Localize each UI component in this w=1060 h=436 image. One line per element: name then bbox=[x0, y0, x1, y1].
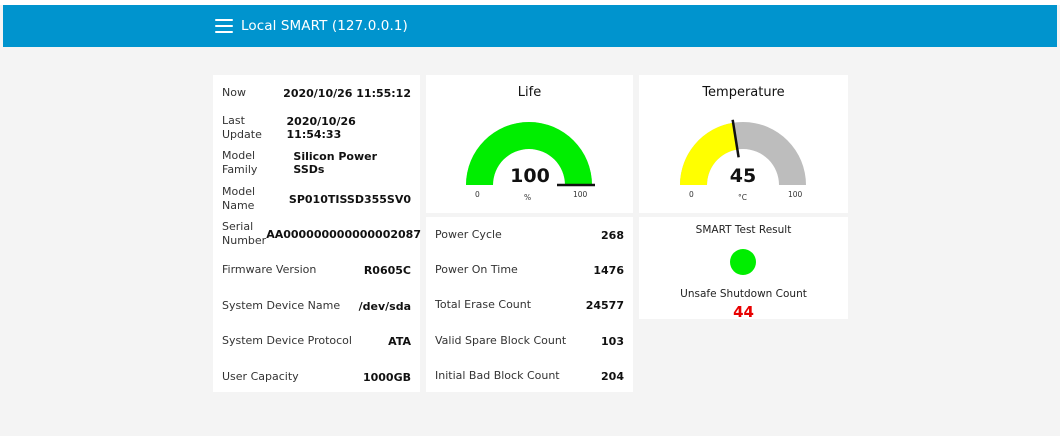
temperature-gauge-fill bbox=[680, 122, 738, 185]
life-gauge-fill bbox=[466, 121, 592, 185]
info-label: Serial Number bbox=[222, 220, 267, 247]
counter-value: 24577 bbox=[585, 298, 624, 312]
info-row-device-name: System Device Name /dev/sda bbox=[213, 288, 420, 324]
info-value: ATA bbox=[388, 334, 411, 348]
temperature-gauge bbox=[680, 119, 806, 185]
counter-label: Power On Time bbox=[435, 263, 518, 276]
counter-label: Total Erase Count bbox=[435, 298, 532, 311]
temperature-gauge-value: 45 bbox=[729, 165, 757, 187]
life-gauge bbox=[466, 121, 595, 187]
info-value: 2020/10/26 11:54:33 bbox=[286, 115, 356, 141]
smart-status-card: SMART Test Result Unsafe Shutdown Count … bbox=[639, 217, 848, 321]
info-row-last-update: Last Update 2020/10/26 11:54:33 bbox=[213, 110, 420, 146]
info-row-serial-number: Serial Number AA000000000000002087 bbox=[213, 216, 421, 252]
life-gauge-title: Life bbox=[517, 85, 542, 100]
temperature-gauge-unit: °C bbox=[738, 193, 747, 202]
counter-row-valid-spare-block: Valid Spare Block Count 103 bbox=[426, 323, 633, 359]
unsafe-shutdown-label: Unsafe Shutdown Count bbox=[680, 288, 807, 300]
info-label: Last Update bbox=[222, 114, 262, 141]
info-value: /dev/sda bbox=[358, 299, 411, 313]
counter-label: Power Cycle bbox=[435, 228, 502, 241]
counter-label: Valid Spare Block Count bbox=[435, 334, 567, 347]
info-row-model-family: Model Family Silicon Power SSDs bbox=[213, 145, 420, 181]
info-row-model-name: Model Name SP010TISSD355SV0 bbox=[213, 181, 420, 217]
counter-value: 204 bbox=[601, 369, 624, 383]
counter-row-power-on-time: Power On Time 1476 bbox=[426, 252, 633, 288]
info-value: SP010TISSD355SV0 bbox=[288, 192, 411, 206]
life-gauge-unit: % bbox=[524, 193, 532, 202]
temperature-gauge-max: 100 bbox=[788, 190, 803, 199]
info-label: Model Name bbox=[222, 185, 256, 212]
info-row-device-protocol: System Device Protocol ATA bbox=[213, 323, 420, 359]
life-gauge-max: 100 bbox=[573, 190, 588, 199]
info-value: AA000000000000002087 bbox=[266, 227, 421, 241]
counter-value: 1476 bbox=[593, 263, 624, 277]
top-strip bbox=[0, 0, 1060, 5]
smart-status-led bbox=[730, 249, 756, 275]
counter-value: 268 bbox=[601, 228, 624, 242]
life-gauge-min: 0 bbox=[475, 190, 480, 199]
counter-row-initial-bad-block: Initial Bad Block Count 204 bbox=[426, 358, 633, 394]
counters-card: Power Cycle 268 Power On Time 1476 Total… bbox=[426, 217, 633, 392]
info-row-user-capacity: User Capacity 1000GB bbox=[213, 359, 420, 395]
info-label: Now bbox=[222, 86, 246, 99]
smart-test-label: SMART Test Result bbox=[695, 224, 792, 236]
info-value: 1000GB bbox=[362, 370, 411, 384]
temperature-gauge-needle bbox=[731, 119, 740, 158]
info-value: R0605C bbox=[363, 263, 411, 277]
app-toolbar: Local SMART (127.0.0.1) bbox=[3, 5, 1057, 47]
info-label: User Capacity bbox=[222, 370, 299, 383]
counter-row-total-erase-count: Total Erase Count 24577 bbox=[426, 287, 633, 323]
counter-label: Initial Bad Block Count bbox=[435, 369, 560, 382]
temperature-gauge-title: Temperature bbox=[702, 85, 785, 100]
info-label: Model Family bbox=[222, 149, 258, 176]
life-gauge-card: Life 100 % 0 100 bbox=[426, 75, 633, 213]
unsafe-shutdown-value: 44 bbox=[733, 303, 754, 321]
device-info-card: Now 2020/10/26 11:55:12 Last Update 2020… bbox=[213, 75, 421, 395]
info-value: 2020/10/26 11:55:12 bbox=[283, 86, 411, 100]
temperature-gauge-min: 0 bbox=[689, 190, 694, 199]
info-row-now: Now 2020/10/26 11:55:12 bbox=[213, 75, 420, 111]
app-title: Local SMART (127.0.0.1) bbox=[241, 18, 408, 34]
info-row-firmware-version: Firmware Version R0605C bbox=[213, 252, 420, 288]
temperature-gauge-card: Temperature 45 °C 0 100 bbox=[639, 75, 848, 213]
info-label: System Device Name bbox=[222, 299, 341, 312]
info-label: System Device Protocol bbox=[222, 334, 352, 347]
counter-value: 103 bbox=[601, 334, 624, 348]
menu-icon[interactable] bbox=[215, 19, 233, 33]
info-value: Silicon Power SSDs bbox=[293, 150, 378, 176]
life-gauge-value: 100 bbox=[510, 165, 550, 187]
info-label: Firmware Version bbox=[222, 263, 317, 276]
counter-row-power-cycle: Power Cycle 268 bbox=[426, 217, 633, 253]
